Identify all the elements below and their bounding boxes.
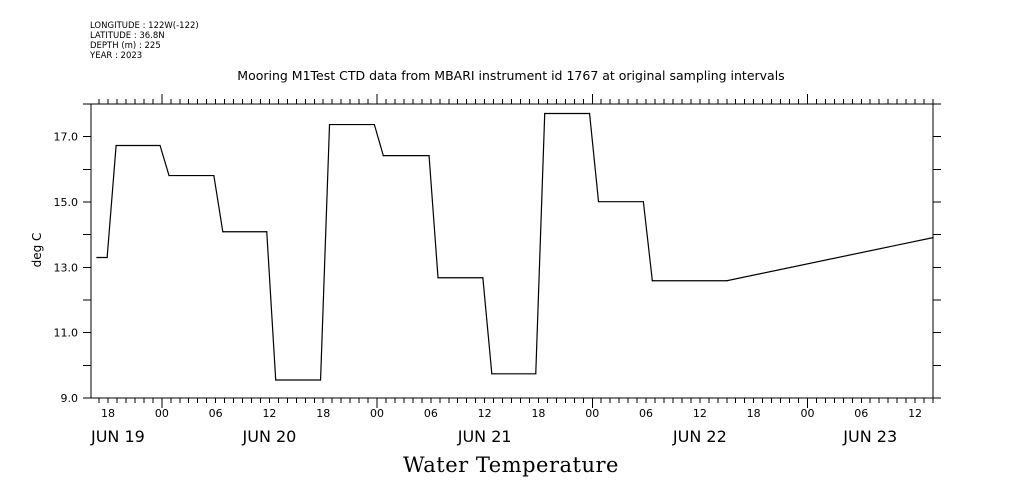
data-point <box>597 201 600 203</box>
x-day-label: JUN 19 <box>90 427 145 446</box>
data-point <box>651 280 653 282</box>
x-tick-label: 18 <box>531 407 545 420</box>
data-point <box>115 144 117 147</box>
series-marks <box>96 112 934 381</box>
x-tick-label: 00 <box>800 407 814 420</box>
data-point <box>726 280 728 282</box>
x-tick-label: 12 <box>262 407 276 420</box>
data-point <box>642 201 644 203</box>
y-tick-label: 15.0 <box>54 196 79 209</box>
metadata-block: LONGITUDE : 122W(-122) LATITUDE : 36.8N … <box>90 21 199 61</box>
chart-subtitle: Water Temperature <box>403 453 619 477</box>
data-point <box>106 256 108 259</box>
axes: 9.0 11.0 13.0 15.0 17.0 18 00 06 12 18 00 06 12 18 00 0… <box>54 94 941 446</box>
x-tick-label: 18 <box>316 407 330 420</box>
data-point <box>213 174 215 177</box>
data-point <box>222 231 224 233</box>
data-point <box>535 373 537 375</box>
y-tick-label: 11.0 <box>54 327 79 340</box>
data-point <box>437 277 439 279</box>
x-tick-label: 00 <box>585 407 599 420</box>
x-day-label: JUN 22 <box>672 427 727 446</box>
x-tick-label: 18 <box>747 407 761 420</box>
latitude-label: LATITUDE : 36.8N <box>90 31 165 41</box>
data-point <box>428 155 430 157</box>
data-point <box>491 373 493 375</box>
data-point <box>328 123 331 126</box>
x-tick-label: 12 <box>478 407 492 420</box>
y-tick-label: 17.0 <box>54 131 79 144</box>
data-point <box>96 256 98 259</box>
y-tick-label: 9.0 <box>61 392 79 405</box>
year-label: YEAR : 2023 <box>90 51 143 61</box>
data-point <box>168 174 170 177</box>
depth-label: DEPTH (m) : 225 <box>90 41 161 51</box>
data-point <box>275 379 277 381</box>
chart-title: Mooring M1Test CTD data from MBARI instr… <box>237 68 785 83</box>
x-tick-label: 00 <box>370 407 384 420</box>
x-day-label: JUN 21 <box>457 427 512 446</box>
data-point <box>319 379 322 381</box>
x-tick-label: 06 <box>209 407 223 420</box>
x-tick-label: 12 <box>908 407 922 420</box>
data-point <box>588 112 591 115</box>
data-point <box>932 237 934 239</box>
x-tick-label: 00 <box>155 407 169 420</box>
data-point <box>159 144 161 147</box>
series-line-water-temperature <box>96 112 934 381</box>
data-point <box>482 277 484 279</box>
x-tick-label: 06 <box>424 407 438 420</box>
x-day-label: JUN 20 <box>242 427 297 446</box>
x-tick-label: 18 <box>101 407 115 420</box>
x-tick-label: 06 <box>854 407 868 420</box>
longitude-label: LONGITUDE : 122W(-122) <box>90 21 199 31</box>
data-point <box>382 155 384 157</box>
data-point <box>266 231 268 233</box>
y-tick-label: 13.0 <box>54 261 79 274</box>
x-tick-label: 06 <box>639 407 653 420</box>
x-day-label: JUN 23 <box>842 427 897 446</box>
y-axis-label: deg C <box>30 233 44 268</box>
data-point <box>373 123 375 126</box>
x-tick-label: 12 <box>693 407 707 420</box>
data-point <box>544 112 546 115</box>
